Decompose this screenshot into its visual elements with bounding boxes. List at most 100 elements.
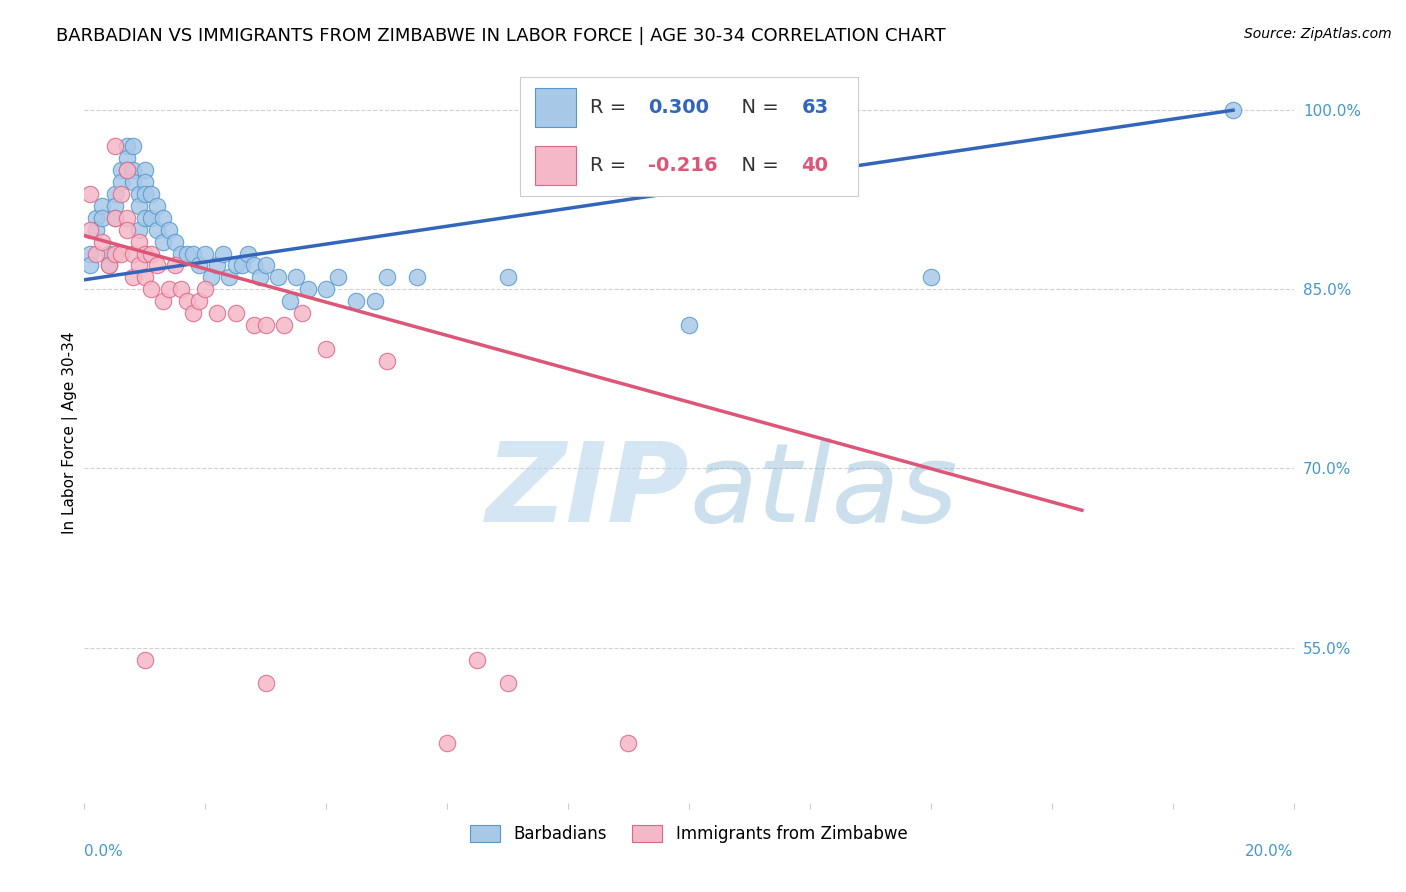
Point [91, 199, 114, 213]
Point [375, 354, 398, 368]
Point [134, 652, 156, 666]
Point [436, 736, 458, 750]
Point [200, 270, 222, 285]
Point [128, 222, 150, 236]
Point [496, 676, 519, 690]
Point [115, 162, 138, 177]
Point [176, 294, 198, 309]
Text: atlas: atlas [689, 438, 957, 545]
Point [115, 162, 138, 177]
Point [139, 211, 162, 225]
Point [285, 270, 308, 285]
Point [79, 259, 101, 273]
Point [146, 259, 169, 273]
Point [254, 676, 277, 690]
Point [134, 175, 156, 189]
Point [254, 318, 277, 333]
Point [467, 652, 489, 666]
Point [115, 211, 138, 225]
Text: Source: ZipAtlas.com: Source: ZipAtlas.com [1244, 27, 1392, 41]
Point [236, 246, 259, 260]
Point [291, 306, 314, 320]
Point [188, 294, 211, 309]
Point [79, 246, 101, 260]
Text: BARBADIAN VS IMMIGRANTS FROM ZIMBABWE IN LABOR FORCE | AGE 30-34 CORRELATION CHA: BARBADIAN VS IMMIGRANTS FROM ZIMBABWE IN… [56, 27, 946, 45]
Text: N =: N = [728, 156, 785, 175]
Point [146, 199, 169, 213]
Point [225, 259, 247, 273]
Point [128, 259, 150, 273]
Text: 63: 63 [801, 98, 828, 117]
FancyBboxPatch shape [520, 78, 858, 195]
Point [115, 151, 138, 165]
Point [406, 270, 429, 285]
Point [207, 306, 229, 320]
Point [165, 235, 187, 249]
Text: R =: R = [589, 156, 633, 175]
Point [242, 259, 264, 273]
Point [110, 175, 132, 189]
Point [139, 186, 162, 201]
FancyBboxPatch shape [536, 88, 576, 127]
Text: -0.216: -0.216 [648, 156, 717, 175]
Point [86, 222, 108, 236]
Point [152, 235, 174, 249]
Point [315, 282, 337, 296]
Point [134, 270, 156, 285]
Text: ZIP: ZIP [485, 438, 689, 545]
Point [91, 211, 114, 225]
Point [121, 162, 143, 177]
Point [218, 270, 240, 285]
Point [194, 246, 217, 260]
Point [176, 246, 198, 260]
Point [496, 270, 519, 285]
Point [297, 282, 319, 296]
Point [225, 306, 247, 320]
Point [152, 211, 174, 225]
FancyBboxPatch shape [536, 146, 576, 185]
Point [115, 139, 138, 153]
Point [134, 162, 156, 177]
Point [121, 139, 143, 153]
Y-axis label: In Labor Force | Age 30-34: In Labor Force | Age 30-34 [62, 331, 79, 534]
Point [170, 282, 193, 296]
Point [363, 294, 385, 309]
Point [104, 211, 127, 225]
Point [97, 259, 120, 273]
Point [273, 318, 295, 333]
Point [104, 186, 127, 201]
Point [346, 294, 368, 309]
Point [104, 139, 127, 153]
Point [128, 235, 150, 249]
Point [212, 246, 235, 260]
Point [97, 246, 120, 260]
Point [315, 342, 337, 356]
Point [134, 186, 156, 201]
Point [1222, 103, 1244, 118]
Point [110, 246, 132, 260]
Point [86, 246, 108, 260]
Point [128, 199, 150, 213]
Point [139, 282, 162, 296]
Point [157, 282, 180, 296]
Text: R =: R = [589, 98, 633, 117]
Point [188, 259, 211, 273]
Point [104, 199, 127, 213]
Legend: Barbadians, Immigrants from Zimbabwe: Barbadians, Immigrants from Zimbabwe [464, 819, 914, 850]
Point [79, 186, 101, 201]
Point [194, 282, 217, 296]
Text: 20.0%: 20.0% [1246, 844, 1294, 858]
Point [146, 222, 169, 236]
Point [134, 211, 156, 225]
Point [79, 222, 101, 236]
Point [165, 259, 187, 273]
Point [97, 259, 120, 273]
Point [157, 222, 180, 236]
Point [254, 259, 277, 273]
Point [617, 736, 640, 750]
Point [91, 235, 114, 249]
Text: 0.300: 0.300 [648, 98, 709, 117]
Point [181, 306, 204, 320]
Point [86, 211, 108, 225]
Text: 40: 40 [801, 156, 828, 175]
